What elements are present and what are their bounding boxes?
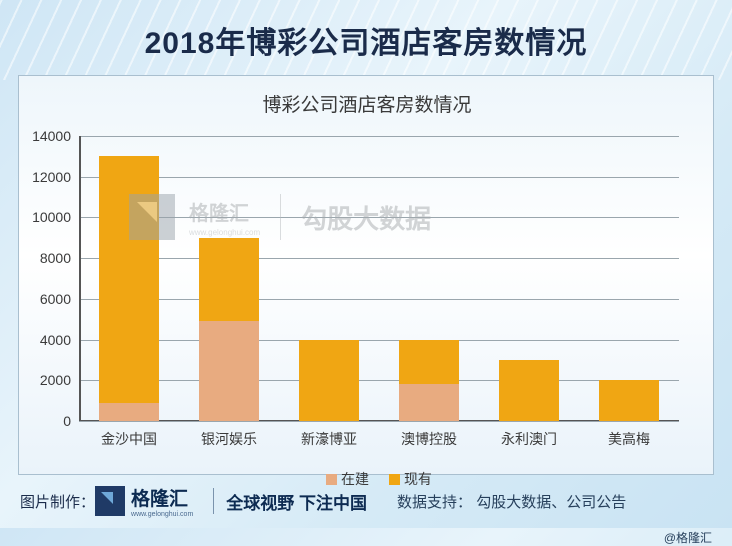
xtick-aobo[interactable]: 澳博控股 [374,429,484,449]
ytick-4000: 4000 [21,332,71,348]
page-title: 2018年博彩公司酒店客房数情况 [0,18,732,62]
footer-handle: @格隆汇 [664,529,712,546]
y-axis-line [79,136,81,421]
bar-existing-yinhe[interactable] [199,238,259,322]
watermark-brand-block: 格隆汇 www.gelonghui.com [189,197,260,237]
gridline-6000 [79,299,679,300]
gridline-14000 [79,136,679,137]
ytick-10000: 10000 [21,209,71,225]
bar-construction-jinsha[interactable] [99,403,159,421]
gridline-12000 [79,177,679,178]
bar-existing-yongli[interactable] [499,360,559,421]
xtick-yinhe[interactable]: 银河娱乐 [174,429,284,449]
ytick-6000: 6000 [21,291,71,307]
ytick-2000: 2000 [21,372,71,388]
gridline-8000 [79,258,679,259]
footer-brand-url: www.gelonghui.com [131,511,193,518]
watermark-brand-text: 格隆汇 [189,197,260,226]
legend-swatch-construction [326,474,337,485]
gridline-4000 [79,340,679,341]
gridline-0 [79,421,679,422]
bar-construction-aobo[interactable] [399,384,459,421]
gridline-2000 [79,380,679,381]
plot-area: 14000 12000 10000 8000 6000 4000 2000 0 … [79,136,679,421]
legend-swatch-existing [389,474,400,485]
footer-data-support: 数据支持： 勾股大数据、公司公告 [397,491,626,512]
ytick-8000: 8000 [21,250,71,266]
chart-title: 博彩公司酒店客房数情况 [19,90,715,117]
watermark-subtitle-text: 勾股大数据 [301,199,431,236]
footer-made-by-label: 图片制作： [20,491,95,512]
watermark-logo-icon [129,194,175,240]
ytick-14000: 14000 [21,128,71,144]
xtick-jinsha[interactable]: 金沙中国 [74,429,184,449]
bar-existing-xinhao[interactable] [299,340,359,421]
footer-brand-block: 格隆汇 www.gelonghui.com [131,484,193,518]
footer-data-support-label: 数据支持： [397,494,472,511]
xtick-yongli[interactable]: 永利澳门 [474,429,584,449]
bar-construction-yinhe[interactable] [199,321,259,421]
footer-data-support-value: 勾股大数据、公司公告 [476,494,626,511]
footer-separator-1 [213,488,214,514]
bar-existing-aobo[interactable] [399,340,459,385]
watermark: 格隆汇 www.gelonghui.com 勾股大数据 [129,194,609,240]
x-axis-line [79,420,679,422]
ytick-12000: 12000 [21,169,71,185]
footer-bar: 图片制作： 格隆汇 www.gelonghui.com 全球视野 下注中国 数据… [20,484,712,518]
watermark-url-text: www.gelonghui.com [189,228,260,237]
xtick-meigaomei[interactable]: 美高梅 [574,429,684,449]
xtick-xinhao[interactable]: 新濠博亚 [274,429,384,449]
watermark-divider [280,194,281,240]
chart-card: 博彩公司酒店客房数情况 14000 12000 10000 8000 6000 … [18,75,714,475]
footer-slogan: 全球视野 下注中国 [226,489,367,514]
footer-brand-name: 格隆汇 [131,484,193,511]
footer-logo-icon [95,486,125,516]
ytick-0: 0 [21,413,71,429]
bar-existing-meigaomei[interactable] [599,380,659,421]
